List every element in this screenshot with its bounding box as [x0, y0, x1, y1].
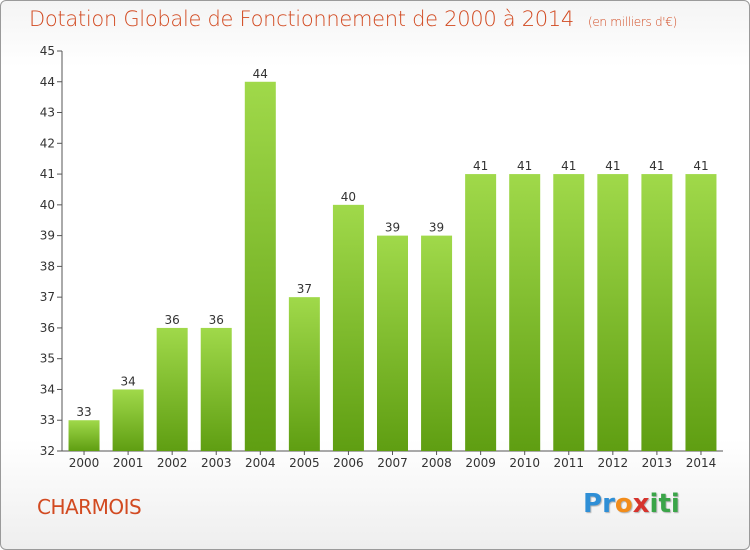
data-label-2007: 39 — [385, 221, 400, 235]
bar-2002 — [156, 327, 188, 451]
bar-2003 — [200, 327, 232, 451]
x-tick-label-2008: 2008 — [421, 456, 452, 470]
chart-title-text: Dotation Globale de Fonctionnement de 20… — [29, 7, 574, 31]
data-label-2014: 41 — [693, 159, 708, 173]
bar-2013 — [641, 174, 673, 452]
chart-axes: 32 33 34 35 36 37 38 39 40 41 42 43 44 45 2000 2001 2002… — [40, 44, 723, 470]
data-label-2003: 36 — [209, 313, 224, 327]
commune-name: CHARMOIS — [37, 495, 142, 519]
chart-title: Dotation Globale de Fonctionnement de 20… — [29, 7, 677, 31]
logo-letter: P — [583, 489, 603, 519]
bar-2004 — [244, 81, 276, 452]
bar-2010 — [509, 174, 541, 452]
y-tick-label: 34 — [40, 382, 55, 396]
logo-letter: r — [602, 489, 615, 519]
data-label-2008: 39 — [429, 221, 444, 235]
bar-2011 — [553, 174, 585, 452]
bar-2009 — [465, 174, 497, 452]
y-tick-label: 40 — [40, 198, 55, 212]
x-tick-label-2009: 2009 — [465, 456, 496, 470]
x-tick-label-2005: 2005 — [289, 456, 320, 470]
y-tick-label: 43 — [40, 106, 55, 120]
y-tick-label: 38 — [40, 259, 55, 273]
x-tick-label-2010: 2010 — [509, 456, 540, 470]
data-label-2013: 41 — [649, 159, 664, 173]
bar-2007 — [377, 235, 408, 451]
data-label-2005: 37 — [297, 282, 312, 296]
chart-unit: (en milliers d'€) — [587, 15, 677, 29]
logo-letter: o — [614, 489, 633, 519]
x-tick-label-2003: 2003 — [201, 456, 232, 470]
data-label-2010: 41 — [517, 159, 532, 173]
bar-2005 — [288, 297, 320, 451]
chart-data-labels: 33 34 36 36 44 37 40 39 39 41 41 41 41 41 41 — [76, 67, 708, 419]
data-label-2012: 41 — [605, 159, 620, 173]
y-tick-label: 35 — [40, 352, 55, 366]
data-label-2011: 41 — [561, 159, 576, 173]
bar-2008 — [421, 235, 453, 451]
data-label-2004: 44 — [253, 67, 268, 81]
data-label-2001: 34 — [120, 374, 135, 388]
bar-2001 — [112, 389, 144, 451]
x-tick-label-2001: 2001 — [113, 456, 144, 470]
x-tick-label-2000: 2000 — [69, 456, 100, 470]
data-label-2000: 33 — [76, 405, 91, 419]
data-label-2006: 40 — [341, 190, 356, 204]
y-tick-label: 33 — [40, 413, 55, 427]
logo-letter: i — [670, 489, 680, 519]
y-tick-label: 32 — [40, 444, 55, 458]
logo-letter: x — [632, 489, 650, 519]
chart-bars — [68, 81, 717, 452]
data-label-2009: 41 — [473, 159, 488, 173]
bar-2014 — [685, 174, 717, 452]
logo-letter: i — [649, 489, 659, 519]
logo-letter: t — [658, 489, 671, 519]
x-tick-label-2006: 2006 — [333, 456, 364, 470]
x-tick-label-2007: 2007 — [377, 456, 408, 470]
x-tick-label-2012: 2012 — [598, 456, 629, 470]
bar-2000 — [68, 420, 100, 451]
y-tick-label: 36 — [40, 321, 55, 335]
x-tick-label-2011: 2011 — [553, 456, 584, 470]
proxiti-logo: Proxiti — [583, 489, 680, 519]
x-tick-label-2013: 2013 — [642, 456, 673, 470]
y-tick-label: 41 — [40, 167, 55, 181]
x-tick-label-2002: 2002 — [157, 456, 188, 470]
y-tick-label: 42 — [40, 136, 55, 150]
y-tick-label: 37 — [40, 290, 55, 304]
x-tick-label-2004: 2004 — [245, 456, 276, 470]
bar-2006 — [332, 204, 364, 451]
data-label-2002: 36 — [165, 313, 180, 327]
y-tick-label: 45 — [40, 44, 55, 58]
y-tick-label: 39 — [40, 229, 55, 243]
bar-2012 — [597, 174, 629, 452]
y-tick-label: 44 — [40, 75, 55, 89]
x-tick-label-2014: 2014 — [686, 456, 717, 470]
